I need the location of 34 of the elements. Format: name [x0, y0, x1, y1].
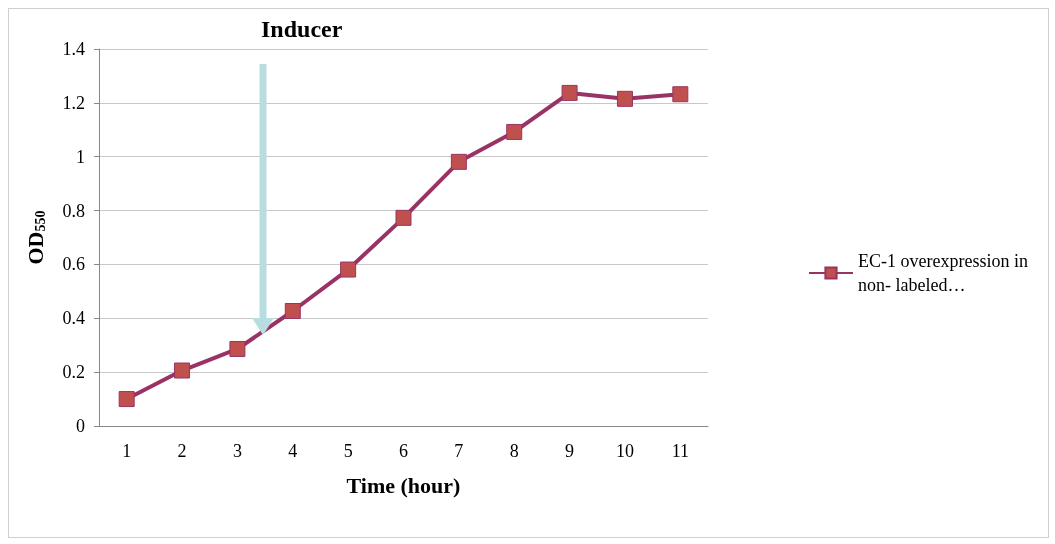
point	[672, 86, 689, 103]
x-tick-label: 7	[454, 441, 464, 461]
y-tick-label: 0.8	[62, 200, 85, 221]
y-tick-label: 0.6	[62, 254, 85, 275]
y-tick-label: 0.4	[62, 308, 85, 329]
x-tick-label: 8	[509, 441, 519, 461]
legend-label: EC-1 overexpression in non- labeled…	[858, 251, 1033, 295]
y-tick-label: 0.2	[62, 362, 85, 383]
y-axis-title: OD550	[22, 210, 48, 265]
x-tick-label: 6	[399, 441, 408, 461]
point	[229, 340, 246, 357]
y-tick-label: 1.2	[62, 92, 85, 113]
x-tick-label: 2	[177, 441, 187, 461]
point	[561, 84, 578, 101]
y-tick-label: 1.4	[62, 39, 85, 59]
point	[450, 153, 467, 170]
point	[616, 90, 633, 107]
x-tick-label: 1	[122, 441, 132, 461]
point	[174, 362, 191, 379]
y-tick-label: 0	[76, 416, 85, 436]
point	[395, 209, 412, 226]
text: Inducer	[261, 16, 343, 42]
point	[284, 303, 301, 320]
x-tick-label: 9	[565, 441, 575, 461]
point	[118, 391, 135, 408]
x-axis-title: Time (hour)	[346, 472, 461, 498]
x-tick-label: 11	[671, 441, 689, 461]
point	[506, 123, 523, 140]
x-tick-label: 10	[615, 441, 634, 461]
x-tick-label: 5	[343, 441, 353, 461]
point	[340, 261, 357, 278]
y-tick-label: 1	[76, 146, 85, 167]
x-tick-label: 3	[232, 441, 242, 461]
x-tick-label: 4	[288, 441, 298, 461]
